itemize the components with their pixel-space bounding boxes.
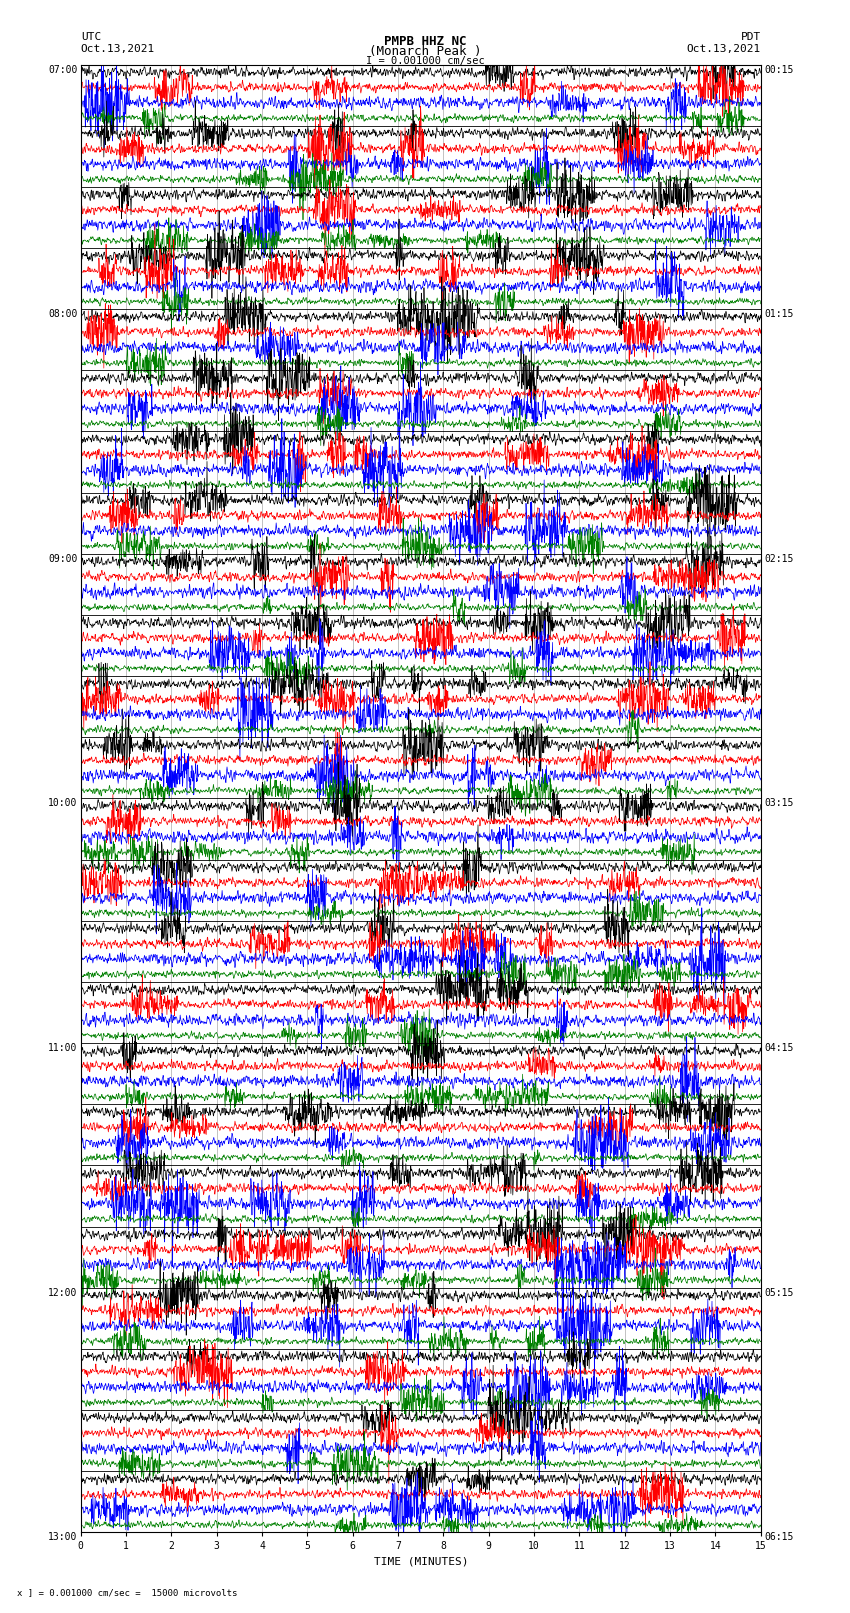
Text: 08:00: 08:00 <box>48 310 77 319</box>
Text: Oct.13,2021: Oct.13,2021 <box>687 44 761 53</box>
Text: 00:15: 00:15 <box>764 65 794 74</box>
Text: x ] = 0.001000 cm/sec =  15000 microvolts: x ] = 0.001000 cm/sec = 15000 microvolts <box>17 1587 237 1597</box>
X-axis label: TIME (MINUTES): TIME (MINUTES) <box>373 1557 468 1566</box>
Text: (Monarch Peak ): (Monarch Peak ) <box>369 45 481 58</box>
Text: 05:15: 05:15 <box>764 1287 794 1298</box>
Text: 04:15: 04:15 <box>764 1044 794 1053</box>
Text: 13:00: 13:00 <box>48 1532 77 1542</box>
Text: 02:15: 02:15 <box>764 553 794 565</box>
Text: 07:00: 07:00 <box>48 65 77 74</box>
Text: 06:15: 06:15 <box>764 1532 794 1542</box>
Text: 03:15: 03:15 <box>764 798 794 808</box>
Text: 11:00: 11:00 <box>48 1044 77 1053</box>
Text: 12:00: 12:00 <box>48 1287 77 1298</box>
Text: I = 0.001000 cm/sec: I = 0.001000 cm/sec <box>366 56 484 66</box>
Text: 01:15: 01:15 <box>764 310 794 319</box>
Text: PMPB HHZ NC: PMPB HHZ NC <box>383 35 467 48</box>
Text: PDT: PDT <box>740 32 761 42</box>
Text: 10:00: 10:00 <box>48 798 77 808</box>
Text: UTC: UTC <box>81 32 101 42</box>
Text: 09:00: 09:00 <box>48 553 77 565</box>
Text: Oct.13,2021: Oct.13,2021 <box>81 44 155 53</box>
